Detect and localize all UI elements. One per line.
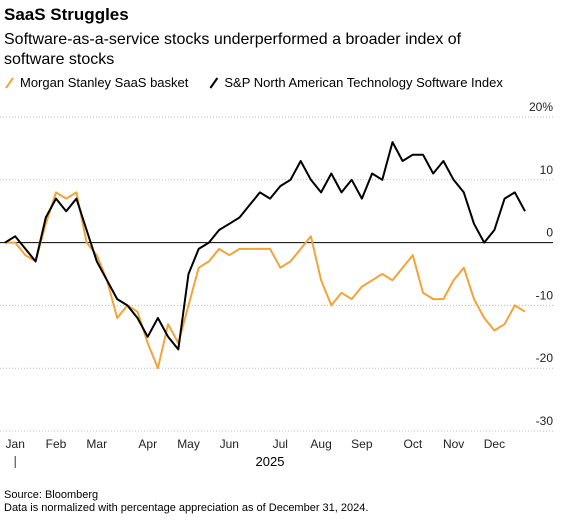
x-tick-label: Sep xyxy=(351,437,373,451)
legend-swatch xyxy=(209,77,219,89)
x-tick-label: Feb xyxy=(46,437,67,451)
legend-label: Morgan Stanley SaaS basket xyxy=(20,75,189,90)
x-tick-label: Apr xyxy=(138,437,157,451)
y-tick-label: -30 xyxy=(536,414,554,428)
note: Data is normalized with percentage appre… xyxy=(4,502,368,514)
x-tick-label: Nov xyxy=(443,437,464,451)
y-tick-label: -20 xyxy=(536,351,554,365)
series-line xyxy=(4,141,526,351)
x-tick-label: Jul xyxy=(273,437,288,451)
x-tick-label: Dec xyxy=(484,437,505,451)
x-tick-label: Aug xyxy=(310,437,331,451)
x-tick-label: Mar xyxy=(86,437,107,451)
x-tick-label: Oct xyxy=(404,437,423,451)
x-axis-label: 2025 xyxy=(256,454,285,469)
y-tick-label: 20% xyxy=(529,100,553,114)
source: Source: Bloomberg xyxy=(4,489,98,501)
x-tick-label: Jun xyxy=(220,437,239,451)
y-tick-label: 10 xyxy=(540,163,554,177)
legend-label: S&P North American Technology Software I… xyxy=(224,75,503,90)
x-tick-label: Jan xyxy=(6,437,25,451)
chart-subtitle: Software-as-a-service stocks underperfor… xyxy=(4,31,462,68)
y-tick-label: 0 xyxy=(546,226,553,240)
chart-title: SaaS Struggles xyxy=(4,5,129,24)
y-tick-label: -10 xyxy=(536,288,554,302)
x-tick-label: May xyxy=(177,437,200,451)
legend-swatch xyxy=(5,77,14,89)
